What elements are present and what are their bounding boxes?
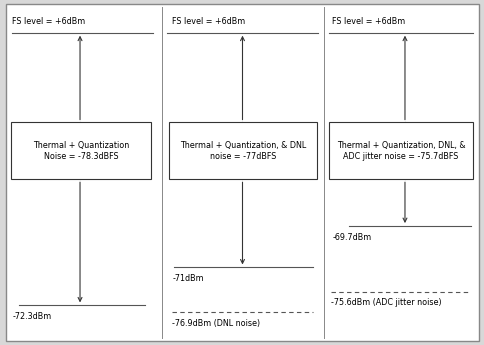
Text: FS level = +6dBm: FS level = +6dBm	[332, 17, 405, 26]
Text: -76.9dBm (DNL noise): -76.9dBm (DNL noise)	[172, 319, 260, 328]
Text: -72.3dBm: -72.3dBm	[12, 312, 51, 321]
Text: -75.6dBm (ADC jitter noise): -75.6dBm (ADC jitter noise)	[331, 298, 441, 307]
Bar	[11, 122, 151, 179]
Text: Thermal + Quantization, DNL, &
ADC jitter noise = -75.7dBFS: Thermal + Quantization, DNL, & ADC jitte…	[336, 141, 465, 161]
Text: FS level = +6dBm: FS level = +6dBm	[12, 17, 85, 26]
Text: -71dBm: -71dBm	[172, 274, 203, 283]
Text: -69.7dBm: -69.7dBm	[332, 233, 371, 242]
Bar	[168, 122, 316, 179]
Text: Thermal + Quantization
Noise = -78.3dBFS: Thermal + Quantization Noise = -78.3dBFS	[33, 141, 129, 161]
Text: Thermal + Quantization, & DNL
noise = -77dBFS: Thermal + Quantization, & DNL noise = -7…	[179, 141, 305, 161]
Bar	[328, 122, 472, 179]
Text: FS level = +6dBm: FS level = +6dBm	[172, 17, 245, 26]
